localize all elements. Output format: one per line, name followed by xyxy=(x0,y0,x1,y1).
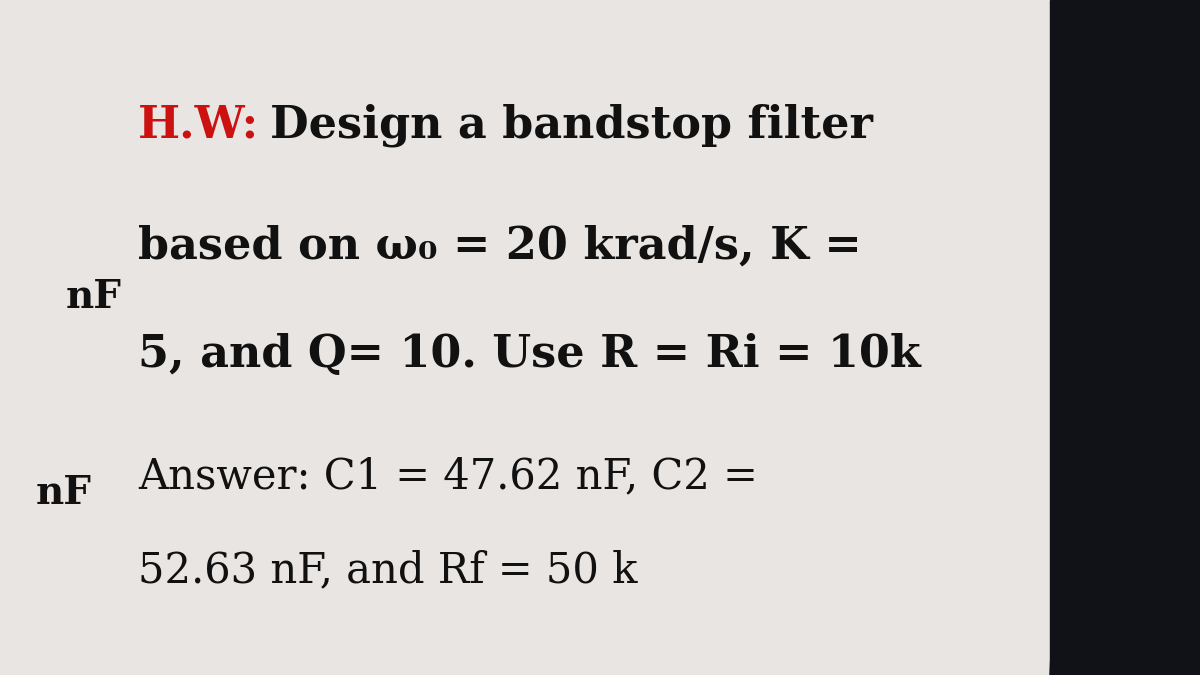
Bar xyxy=(1050,0,1200,675)
Polygon shape xyxy=(1050,0,1200,675)
Text: H.W:: H.W: xyxy=(138,103,259,146)
Text: nF: nF xyxy=(66,278,122,316)
Text: nF: nF xyxy=(36,474,92,512)
Text: based on ω₀ = 20 krad/s, K =: based on ω₀ = 20 krad/s, K = xyxy=(138,225,862,268)
Text: 5, and Q= 10. Use R = Ri = 10k: 5, and Q= 10. Use R = Ri = 10k xyxy=(138,333,920,376)
Text: 52.63 nF, and Rf = 50 k: 52.63 nF, and Rf = 50 k xyxy=(138,549,637,591)
Text: Answer: C1 = 47.62 nF, C2 =: Answer: C1 = 47.62 nF, C2 = xyxy=(138,455,758,497)
Text: Design a bandstop filter: Design a bandstop filter xyxy=(270,103,872,146)
